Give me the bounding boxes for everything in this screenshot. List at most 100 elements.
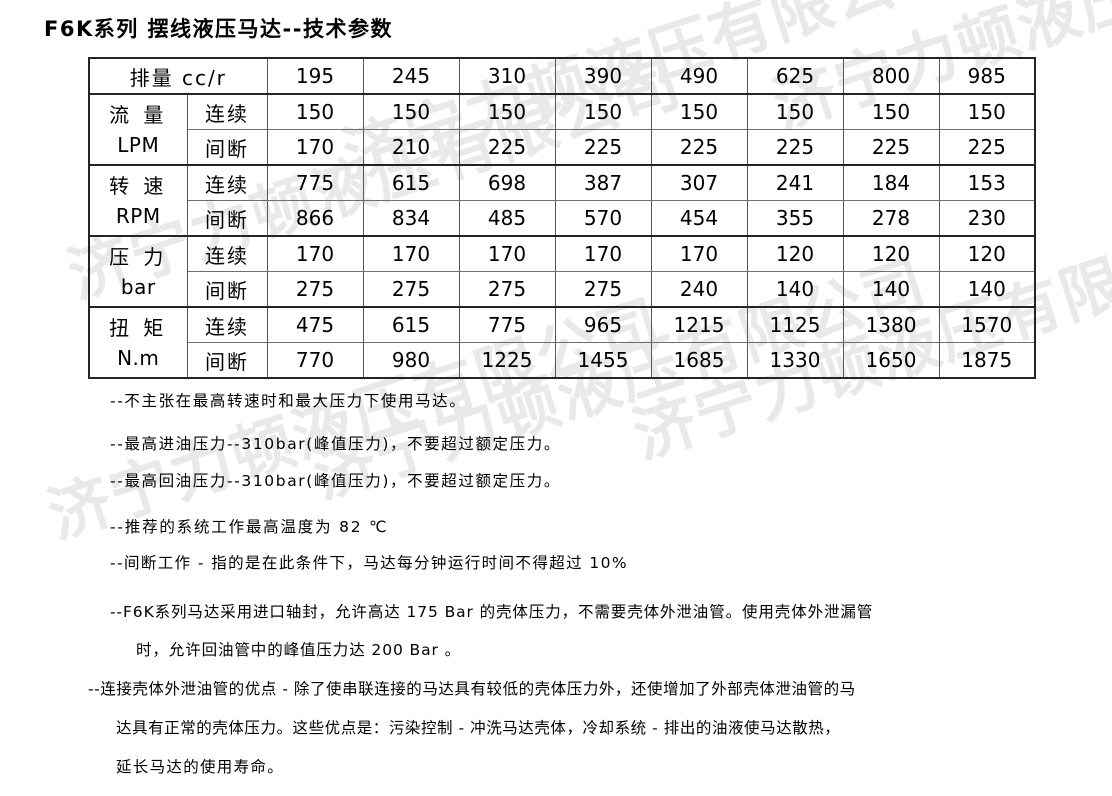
table-cell-value: 150 (458, 93, 556, 130)
table-row: 压 力 bar 连续 170 170 170 170 170 120 120 120 (88, 235, 1036, 308)
table-cell-value: 150 (362, 93, 460, 130)
table-cell-value: 170 (362, 235, 460, 272)
table-group-label-line2: N.m (117, 345, 160, 370)
table-cell-value: 1685 (650, 342, 748, 379)
table-cell-value: 307 (650, 164, 748, 201)
table-cell-value: 225 (554, 129, 652, 166)
table-header-displacement-value: 245 (362, 57, 460, 95)
table-cell-value: 615 (362, 306, 460, 343)
note-item: --F6K系列马达采用进口轴封，允许高达 175 Bar 的壳体压力，不需要壳体… (110, 603, 874, 621)
table-cell-value: 1875 (938, 342, 1036, 379)
table-cell-value: 140 (938, 271, 1036, 308)
table-cell-value: 241 (746, 164, 844, 201)
table-cell-value: 1650 (842, 342, 940, 379)
table-cell-value: 140 (842, 271, 940, 308)
table-cell-value: 120 (842, 235, 940, 272)
table-cell-value: 275 (458, 271, 556, 308)
table-cell-value: 225 (746, 129, 844, 166)
table-cell-value: 150 (266, 93, 364, 130)
table-cell-value: 1215 (650, 306, 748, 343)
table-cell-value: 150 (938, 93, 1036, 130)
table-cell-value: 170 (554, 235, 652, 272)
table-cell-value: 170 (266, 235, 364, 272)
note-item: --最高回油压力--310bar(峰值压力)，不要超过额定压力。 (110, 472, 561, 490)
table-cell-value: 225 (458, 129, 556, 166)
table-group-label-line1: 转 速 (109, 173, 168, 198)
table-cell-value: 240 (650, 271, 748, 308)
table-cell-value: 170 (650, 235, 748, 272)
table-duty-label: 连续 (186, 93, 268, 130)
table-header-displacement-value: 800 (842, 57, 940, 95)
note-item: --推荐的系统工作最高温度为 82 ℃ (110, 518, 389, 536)
table-header-displacement-label: 排量 cc/r (88, 57, 268, 95)
table-group-label: 压 力 bar (88, 235, 188, 308)
note-item-continuation: 时，允许回油管中的峰值压力达 200 Bar 。 (136, 641, 461, 659)
note-item: --最高进油压力--310bar(峰值压力)，不要超过额定压力。 (110, 435, 561, 453)
table-cell-value: 170 (266, 129, 364, 166)
table-duty-label: 连续 (186, 164, 268, 201)
table-duty-label: 间断 (186, 129, 268, 166)
table-header-row: 排量 cc/r 195 245 310 390 490 625 800 985 (88, 57, 1036, 95)
table-group-label-line1: 压 力 (109, 244, 168, 269)
table-group-label-line1: 扭 矩 (109, 315, 168, 340)
table-group-label-line2: LPM (117, 132, 160, 157)
table-duty-label: 间断 (186, 200, 268, 237)
table-cell-value: 615 (362, 164, 460, 201)
table-header-displacement-value: 625 (746, 57, 844, 95)
table-cell-value: 153 (938, 164, 1036, 201)
table-cell-value: 275 (554, 271, 652, 308)
table-cell-value: 150 (842, 93, 940, 130)
table-cell-value: 454 (650, 200, 748, 237)
table-cell-value: 1330 (746, 342, 844, 379)
table-duty-label: 间断 (186, 271, 268, 308)
table-header-displacement-value: 985 (938, 57, 1036, 95)
table-cell-value: 225 (938, 129, 1036, 166)
table-row: 间断 170 210 225 225 225 225 225 225 (89, 129, 1036, 166)
note-item: --间断工作 - 指的是在此条件下，马达每分钟运行时间不得超过 10% (110, 554, 629, 572)
table-cell-value: 775 (458, 306, 556, 343)
table-header-displacement-value: 310 (458, 57, 556, 95)
table-cell-value: 150 (650, 93, 748, 130)
table-row: 间断 770 980 1225 1455 1685 1330 1650 1875 (89, 342, 1036, 379)
table-row: 间断 866 834 485 570 454 355 278 230 (89, 200, 1036, 237)
table-row: 扭 矩 N.m 连续 475 615 775 965 1215 1125 1380 1570 (88, 306, 1036, 379)
table-group-label: 流 量 LPM (88, 93, 188, 166)
table-cell-value: 980 (362, 342, 460, 379)
table-cell-value: 770 (266, 342, 364, 379)
table-cell-value: 225 (650, 129, 748, 166)
table-cell-value: 387 (554, 164, 652, 201)
table-cell-value: 1570 (938, 306, 1036, 343)
note-item-continuation: 延长马达的使用寿命。 (116, 758, 285, 776)
table-cell-value: 210 (362, 129, 460, 166)
table-cell-value: 140 (746, 271, 844, 308)
table-duty-label: 间断 (186, 342, 268, 379)
table-cell-value: 278 (842, 200, 940, 237)
table-cell-value: 775 (266, 164, 364, 201)
table-group-label-line2: RPM (115, 203, 161, 228)
table-cell-value: 120 (938, 235, 1036, 272)
table-group-label: 转 速 RPM (88, 164, 188, 237)
table-cell-value: 230 (938, 200, 1036, 237)
table-group-label: 扭 矩 N.m (88, 306, 188, 379)
table-cell-value: 150 (554, 93, 652, 130)
table-cell-value: 150 (746, 93, 844, 130)
table-cell-value: 570 (554, 200, 652, 237)
note-item: --连接壳体外泄油管的优点 - 除了使串联连接的马达具有较低的壳体压力外，还使增… (88, 680, 856, 698)
table-row: 转 速 RPM 连续 775 615 698 387 307 241 184 153 (88, 164, 1036, 237)
table-cell-value: 225 (842, 129, 940, 166)
table-header-displacement-value: 490 (650, 57, 748, 95)
table-group-label-line1: 流 量 (109, 102, 168, 127)
table-header-displacement-value: 390 (554, 57, 652, 95)
note-item-continuation: 达具有正常的壳体压力。这些优点是：污染控制 - 冲洗马达壳体，冷却系统 - 排出… (116, 719, 841, 737)
table-cell-value: 1380 (842, 306, 940, 343)
table-cell-value: 355 (746, 200, 844, 237)
specification-table-container: 排量 cc/r 195 245 310 390 490 625 800 985 流 量 LPM 连续 1… (88, 57, 1036, 379)
table-cell-value: 275 (362, 271, 460, 308)
table-body: 排量 cc/r 195 245 310 390 490 625 800 985 流 量 LPM 连续 1… (88, 57, 1036, 379)
table-cell-value: 120 (746, 235, 844, 272)
table-cell-value: 1455 (554, 342, 652, 379)
specification-table: 排量 cc/r 195 245 310 390 490 625 800 985 流 量 LPM 连续 1… (88, 57, 1036, 379)
table-row: 间断 275 275 275 275 240 140 140 140 (89, 271, 1036, 308)
table-cell-value: 275 (266, 271, 364, 308)
